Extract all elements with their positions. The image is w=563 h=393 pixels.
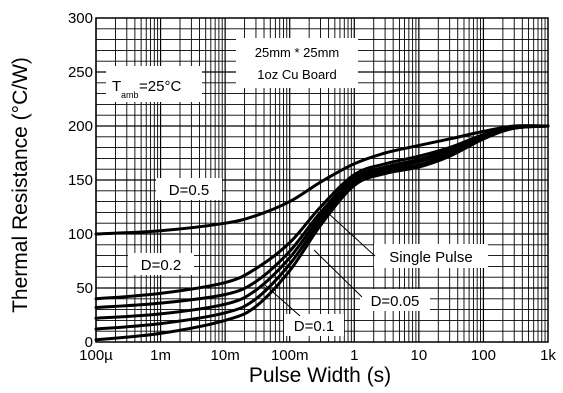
board-annotation: 25mm * 25mm 1oz Cu Board (236, 38, 358, 88)
leader-lines (264, 212, 376, 317)
label-d005: D=0.05 (360, 289, 430, 311)
x-tick-label: 100 (471, 347, 496, 364)
tamb-subscript: amb (121, 90, 139, 100)
board-line-2: 1oz Cu Board (257, 67, 337, 82)
y-tick-label: 50 (76, 280, 93, 297)
label-single-pulse: Single Pulse (374, 244, 488, 268)
x-tick-label: 10 (411, 347, 428, 364)
ambient-temperature-annotation: T amb =25°C (106, 66, 202, 102)
y-tick-label: 300 (68, 10, 93, 27)
tamb-symbol: T (112, 78, 121, 95)
svg-text:D=0.5: D=0.5 (169, 182, 209, 199)
x-tick-label: 10m (211, 347, 240, 364)
svg-text:D=0.05: D=0.05 (371, 293, 420, 310)
label-d02: D=0.2 (128, 253, 194, 275)
series-line-d-0-5 (94, 124, 550, 236)
x-tick-label: 100m (271, 347, 309, 364)
tamb-value: =25°C (139, 78, 181, 95)
y-tick-labels: 0 50 100 150 200 250 300 (68, 10, 93, 351)
y-axis-label: Thermal Resistance (°C/W) (9, 57, 32, 313)
svg-text:Single Pulse: Single Pulse (389, 249, 472, 266)
label-d01: D=0.1 (284, 314, 344, 336)
svg-text:D=0.1: D=0.1 (294, 318, 334, 335)
leader-d005 (313, 249, 363, 298)
curves (94, 124, 550, 342)
y-tick-label: 100 (68, 226, 93, 243)
y-tick-label: 0 (85, 334, 93, 351)
x-axis-label: Pulse Width (s) (249, 364, 391, 387)
board-line-1: 25mm * 25mm (255, 45, 340, 60)
y-tick-label: 200 (68, 118, 93, 135)
x-tick-label: 1m (150, 347, 171, 364)
series-line-single-pulse (94, 124, 550, 342)
x-tick-labels: 100µ 1m 10m 100m 1 10 100 1k (79, 347, 556, 364)
x-tick-label: 1 (350, 347, 358, 364)
label-d05: D=0.5 (156, 178, 222, 200)
x-tick-label: 1k (540, 347, 556, 364)
x-tick-label: 100µ (79, 347, 113, 364)
svg-text:D=0.2: D=0.2 (141, 257, 181, 274)
plot-frame (95, 17, 549, 343)
leader-single-pulse (327, 212, 376, 257)
y-tick-label: 250 (68, 64, 93, 81)
leader-d01 (264, 284, 301, 317)
y-tick-label: 150 (68, 172, 93, 189)
